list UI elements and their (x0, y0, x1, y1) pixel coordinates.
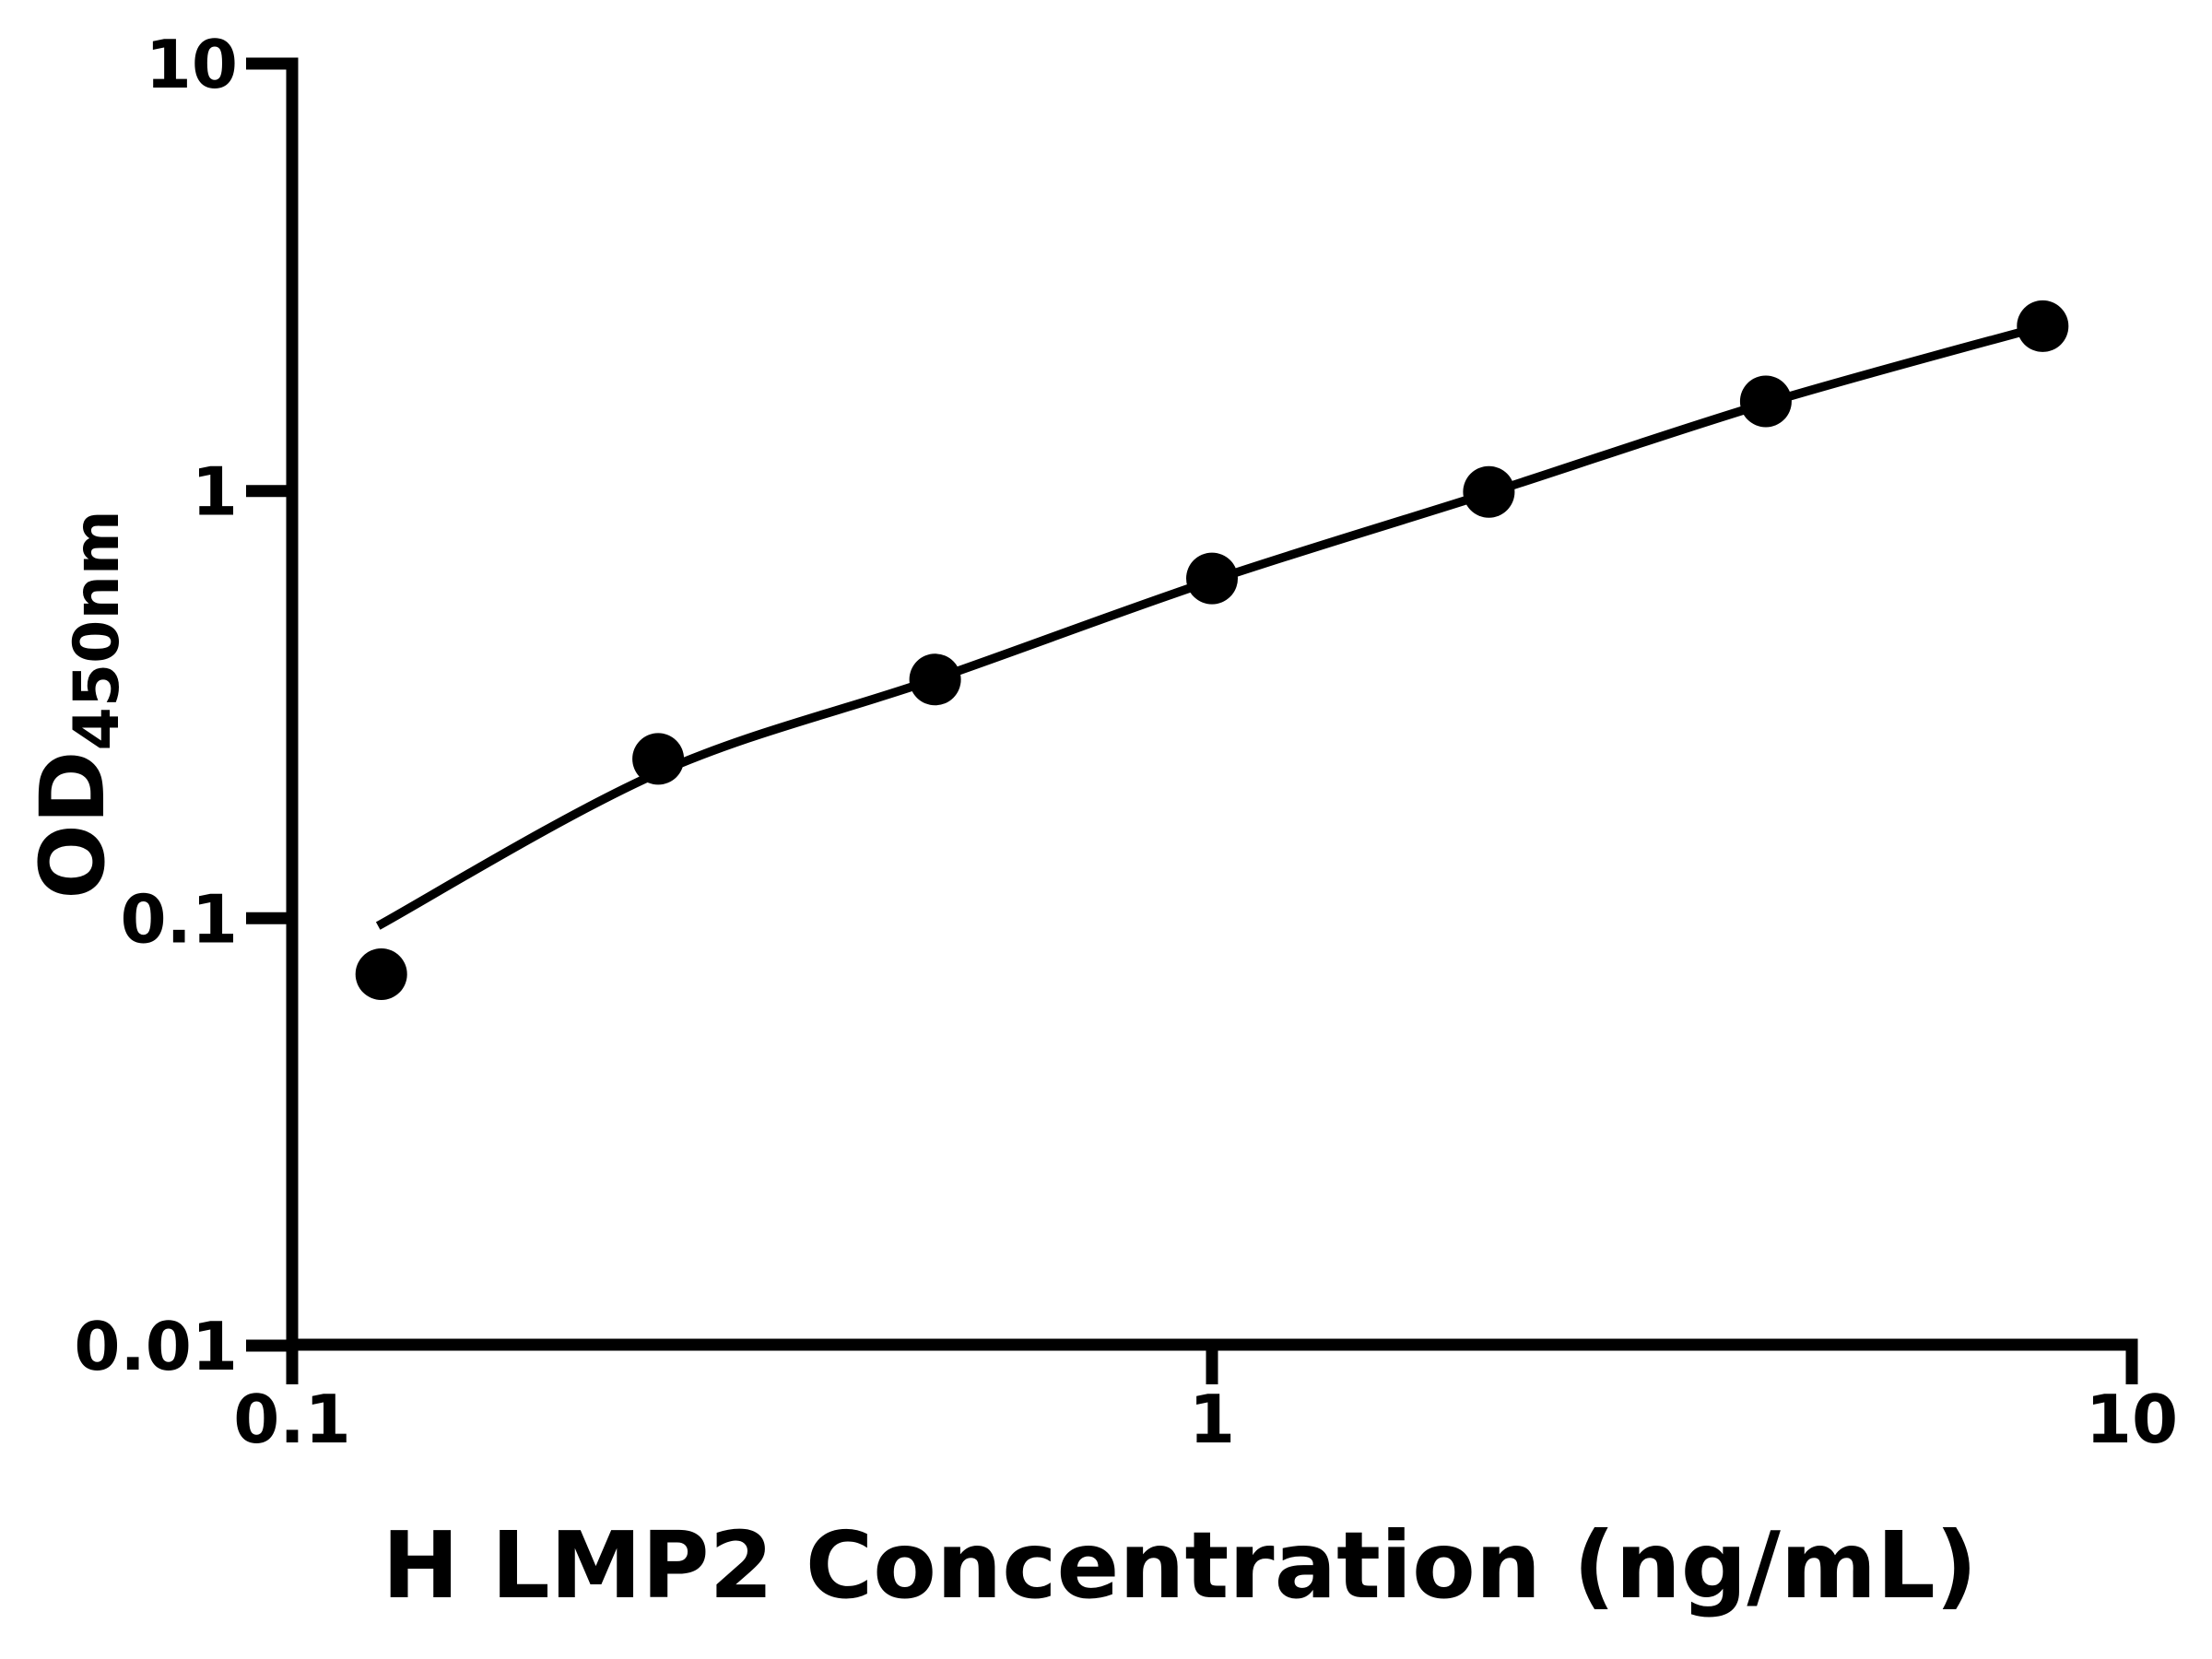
y-tick-label: 0.1 (120, 880, 238, 958)
y-axis-title-main: OD (21, 750, 124, 899)
y-axis-title: OD450nm (21, 510, 134, 900)
data-point (355, 948, 407, 1000)
y-tick-label: 1 (192, 453, 238, 531)
x-tick-label: 0.1 (233, 1381, 351, 1458)
data-point (1739, 375, 1792, 428)
data-point (1186, 552, 1238, 605)
y-tick-label: 0.01 (74, 1308, 238, 1385)
axis-titles: H LMP2 Concentration (ng/mL) OD450nm (21, 510, 1978, 1619)
x-tick-label: 1 (1189, 1381, 1235, 1458)
data-point (2017, 300, 2069, 352)
data-point (632, 733, 685, 785)
y-axis-title-subscript: 450nm (61, 510, 134, 750)
axes (286, 57, 2138, 1351)
x-tick-label: 10 (2086, 1381, 2178, 1458)
data-point (909, 653, 961, 706)
x-axis-title: H LMP2 Concentration (ng/mL) (382, 1512, 1977, 1619)
data-series (355, 300, 2069, 1000)
y-tick-label: 10 (146, 26, 238, 103)
data-point (1463, 465, 1515, 518)
fit-curve-line (375, 322, 2044, 930)
